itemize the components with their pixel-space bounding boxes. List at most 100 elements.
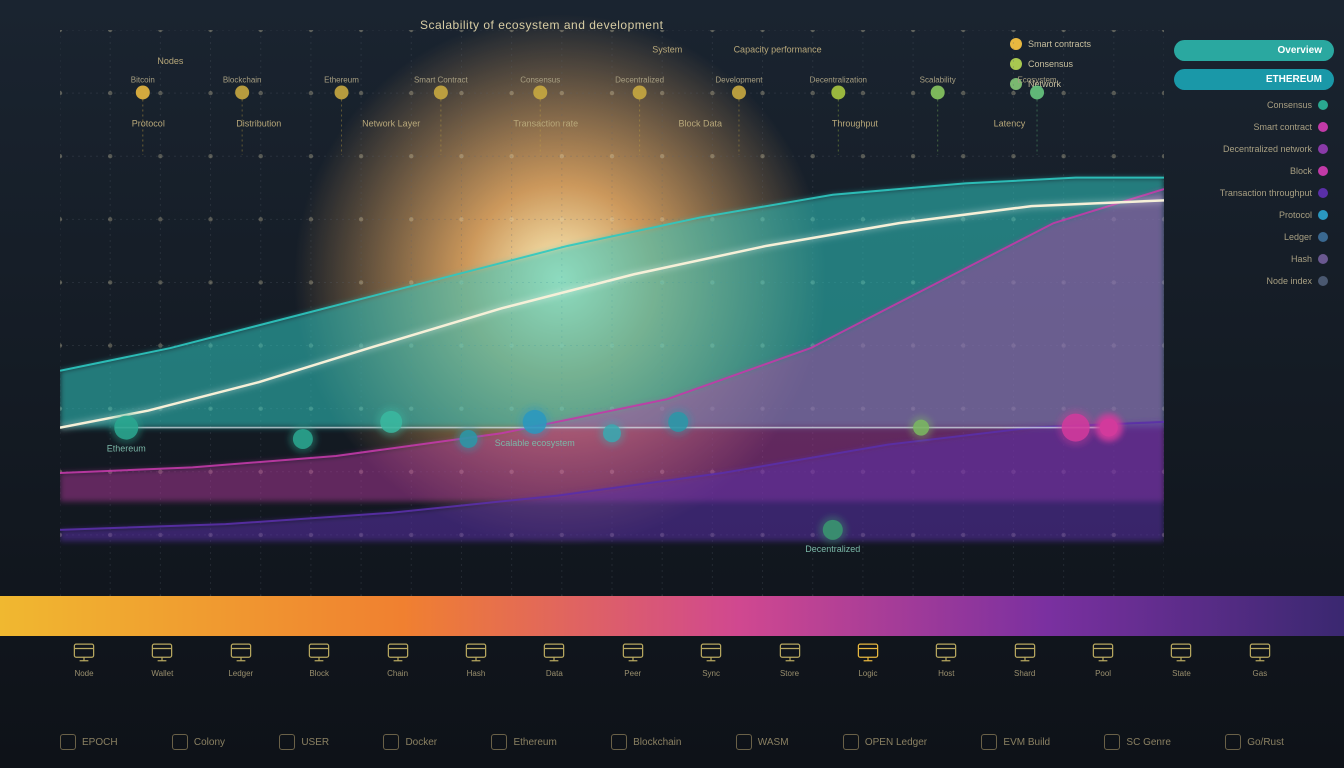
- icon-label: Pool: [1095, 670, 1111, 679]
- svg-text:Throughput: Throughput: [832, 119, 879, 129]
- icon-label: Gas: [1253, 670, 1268, 679]
- rail-item[interactable]: Smart contract: [1174, 120, 1334, 134]
- grid-icon[interactable]: Shard: [1001, 638, 1049, 679]
- tag-icon: [981, 734, 997, 750]
- icon-label: Shard: [1014, 670, 1035, 679]
- tag-icon: [736, 734, 752, 750]
- rail-marker-icon: [1318, 166, 1328, 176]
- svg-text:Block Data: Block Data: [679, 119, 723, 129]
- tag-label: SC Genre: [1126, 737, 1170, 748]
- svg-text:Protocol: Protocol: [132, 119, 165, 129]
- tag-icon: [1104, 734, 1120, 750]
- node-icon[interactable]: Peer: [609, 638, 657, 679]
- db-icon[interactable]: Store: [766, 638, 814, 679]
- rail-item[interactable]: Decentralized network: [1174, 142, 1334, 156]
- tag-label: WASM: [758, 737, 789, 748]
- rail-pill[interactable]: ETHEREUM: [1174, 69, 1334, 90]
- svg-text:Ethereum: Ethereum: [324, 75, 359, 84]
- tag-label: Blockchain: [633, 737, 681, 748]
- icon-label: Store: [780, 670, 799, 679]
- rail-pill[interactable]: Overview: [1174, 40, 1334, 61]
- gear-icon[interactable]: Logic: [844, 638, 892, 679]
- rail-item-label: Decentralized network: [1223, 144, 1312, 154]
- svg-text:Transaction rate: Transaction rate: [513, 119, 578, 129]
- rail-item[interactable]: Ledger: [1174, 230, 1334, 244]
- bottom-tag[interactable]: EPOCH: [60, 734, 118, 750]
- rail-item-label: Block: [1290, 166, 1312, 176]
- icon-label: Host: [938, 670, 954, 679]
- bottom-tag[interactable]: Blockchain: [611, 734, 681, 750]
- tag-icon: [279, 734, 295, 750]
- tag-icon: [383, 734, 399, 750]
- meter-icon[interactable]: Gas: [1236, 638, 1284, 679]
- rail-marker-icon: [1318, 100, 1328, 110]
- svg-text:Capacity performance: Capacity performance: [734, 45, 822, 55]
- rail-item-label: Ledger: [1284, 232, 1312, 242]
- svg-text:Scalable ecosystem: Scalable ecosystem: [495, 438, 575, 448]
- rail-item[interactable]: Protocol: [1174, 208, 1334, 222]
- bottom-tag[interactable]: Colony: [172, 734, 225, 750]
- svg-text:Development: Development: [715, 75, 763, 84]
- link-icon[interactable]: Sync: [687, 638, 735, 679]
- tag-icon: [172, 734, 188, 750]
- server-icon[interactable]: Block: [295, 638, 343, 679]
- rail-marker-icon: [1318, 254, 1328, 264]
- monitor-icon[interactable]: Node: [60, 638, 108, 679]
- tag-label: Colony: [194, 737, 225, 748]
- tag-label: USER: [301, 737, 329, 748]
- svg-text:Decentralization: Decentralization: [810, 75, 867, 84]
- rail-item-label: Consensus: [1267, 100, 1312, 110]
- rail-marker-icon: [1318, 232, 1328, 242]
- rail-item[interactable]: Transaction throughput: [1174, 186, 1334, 200]
- bottom-tag[interactable]: Docker: [383, 734, 437, 750]
- panel-icon[interactable]: State: [1157, 638, 1205, 679]
- tag-icon: [60, 734, 76, 750]
- icon-label: Block: [309, 670, 329, 679]
- rail-marker-icon: [1318, 276, 1328, 286]
- rail-item[interactable]: Node index: [1174, 274, 1334, 288]
- bottom-tag[interactable]: SC Genre: [1104, 734, 1170, 750]
- svg-text:Smart Contract: Smart Contract: [414, 75, 469, 84]
- tag-icon: [843, 734, 859, 750]
- chip-icon[interactable]: Data: [530, 638, 578, 679]
- icon-label: Wallet: [151, 670, 173, 679]
- icon-label: Chain: [387, 670, 408, 679]
- bottom-tag[interactable]: USER: [279, 734, 329, 750]
- screen-icon[interactable]: Wallet: [138, 638, 186, 679]
- box-icon[interactable]: Pool: [1079, 638, 1127, 679]
- icon-label: Node: [74, 670, 93, 679]
- spectrum-bar: [0, 596, 1344, 636]
- rail-item[interactable]: Hash: [1174, 252, 1334, 266]
- svg-text:Ethereum: Ethereum: [107, 444, 146, 454]
- stack-icon[interactable]: Chain: [374, 638, 422, 679]
- rack-icon[interactable]: Host: [922, 638, 970, 679]
- svg-text:Blockchain: Blockchain: [223, 75, 262, 84]
- tag-icon: [491, 734, 507, 750]
- bottom-tag[interactable]: Ethereum: [491, 734, 556, 750]
- icon-label: Hash: [467, 670, 486, 679]
- svg-text:Decentralized: Decentralized: [805, 544, 860, 554]
- bottom-tag[interactable]: WASM: [736, 734, 789, 750]
- cube-icon[interactable]: Hash: [452, 638, 500, 679]
- window-icon[interactable]: Ledger: [217, 638, 265, 679]
- svg-text:Ecosystem: Ecosystem: [1017, 75, 1056, 84]
- rail-item-label: Smart contract: [1253, 122, 1312, 132]
- chart-title: Scalability of ecosystem and development: [420, 18, 663, 32]
- bottom-tag[interactable]: EVM Build: [981, 734, 1050, 750]
- icon-label: Logic: [858, 670, 877, 679]
- svg-text:Consensus: Consensus: [520, 75, 560, 84]
- icon-label: Sync: [702, 670, 720, 679]
- svg-text:Distribution: Distribution: [236, 119, 281, 129]
- bottom-tag[interactable]: OPEN Ledger: [843, 734, 927, 750]
- rail-item-label: Node index: [1266, 276, 1312, 286]
- rail-marker-icon: [1318, 144, 1328, 154]
- rail-item[interactable]: Block: [1174, 164, 1334, 178]
- svg-text:Network Layer: Network Layer: [362, 119, 420, 129]
- tag-label: Ethereum: [513, 737, 556, 748]
- bottom-tag[interactable]: Go/Rust: [1225, 734, 1284, 750]
- icon-label: Peer: [624, 670, 641, 679]
- svg-text:Bitcoin: Bitcoin: [131, 75, 155, 84]
- tag-label: Docker: [405, 737, 437, 748]
- bottom-tag-row: EPOCH Colony USER Docker Ethereum Blockchain W…: [60, 734, 1284, 750]
- rail-item[interactable]: Consensus: [1174, 98, 1334, 112]
